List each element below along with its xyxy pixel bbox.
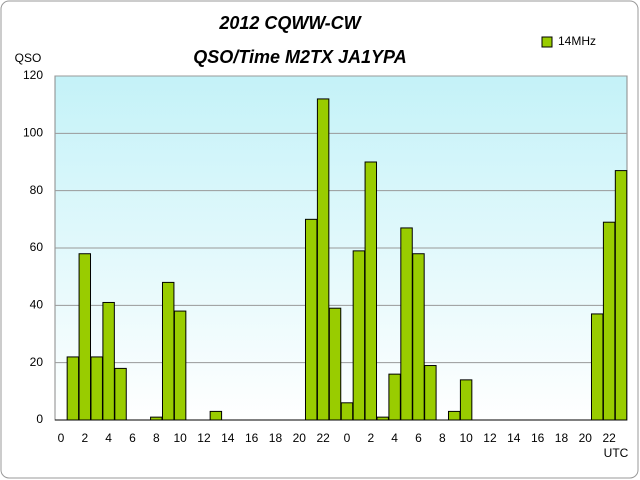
x-tick-label: 16 — [531, 431, 545, 445]
bar — [388, 373, 401, 421]
bar — [352, 250, 366, 421]
bar — [340, 402, 354, 421]
bar — [316, 98, 330, 421]
x-tick-label: 6 — [415, 431, 422, 445]
x-tick-label: 18 — [555, 431, 569, 445]
x-axis-label: UTC — [604, 446, 629, 460]
bar — [304, 218, 318, 421]
x-tick-label: 2 — [81, 431, 88, 445]
y-tick-label: 60 — [30, 240, 44, 254]
bar — [590, 313, 604, 421]
x-tick-label: 20 — [579, 431, 593, 445]
x-tick-label: 0 — [58, 431, 65, 445]
bar — [90, 356, 103, 421]
y-tick-label: 20 — [30, 355, 44, 369]
x-tick-label: 0 — [344, 431, 351, 445]
y-tick-label: 0 — [36, 412, 43, 426]
bar — [614, 170, 628, 421]
y-tick-label: 100 — [23, 126, 43, 140]
x-tick-label: 18 — [269, 431, 283, 445]
bar — [459, 379, 473, 421]
chart-subtitle: QSO/Time M2TX JA1YPA — [193, 47, 406, 67]
x-tick-label: 4 — [105, 431, 112, 445]
bar — [400, 227, 413, 421]
x-tick-label: 12 — [483, 431, 497, 445]
bar — [78, 253, 92, 421]
bar — [412, 253, 425, 421]
legend-swatch — [541, 36, 553, 48]
legend-label: 14MHz — [558, 34, 596, 48]
bar — [102, 301, 115, 421]
x-tick-label: 8 — [439, 431, 446, 445]
x-tick-label: 2 — [367, 431, 374, 445]
y-tick-label: 40 — [30, 298, 44, 312]
x-tick-label: 10 — [173, 431, 187, 445]
bar — [602, 221, 616, 421]
bar — [114, 367, 127, 421]
bar — [424, 365, 437, 421]
bar — [66, 356, 80, 421]
x-tick-label: 10 — [459, 431, 473, 445]
x-tick-label: 22 — [316, 431, 330, 445]
bar — [364, 161, 378, 421]
bar — [328, 307, 342, 421]
y-tick-label: 120 — [23, 68, 43, 82]
bar — [161, 281, 175, 421]
chart-title: 2012 CQWW-CW — [218, 13, 362, 33]
x-tick-label: 8 — [153, 431, 160, 445]
y-tick-label: 80 — [30, 183, 44, 197]
x-tick-label: 16 — [245, 431, 259, 445]
x-tick-label: 6 — [129, 431, 136, 445]
x-tick-label: 20 — [293, 431, 307, 445]
x-tick-label: 14 — [221, 431, 235, 445]
x-tick-label: 22 — [602, 431, 616, 445]
bar — [209, 410, 223, 421]
x-tick-label: 14 — [507, 431, 521, 445]
x-tick-label: 12 — [197, 431, 211, 445]
bar — [447, 410, 461, 421]
y-axis-label: QSO — [15, 51, 42, 65]
x-tick-label: 4 — [391, 431, 398, 445]
bar — [173, 310, 187, 421]
